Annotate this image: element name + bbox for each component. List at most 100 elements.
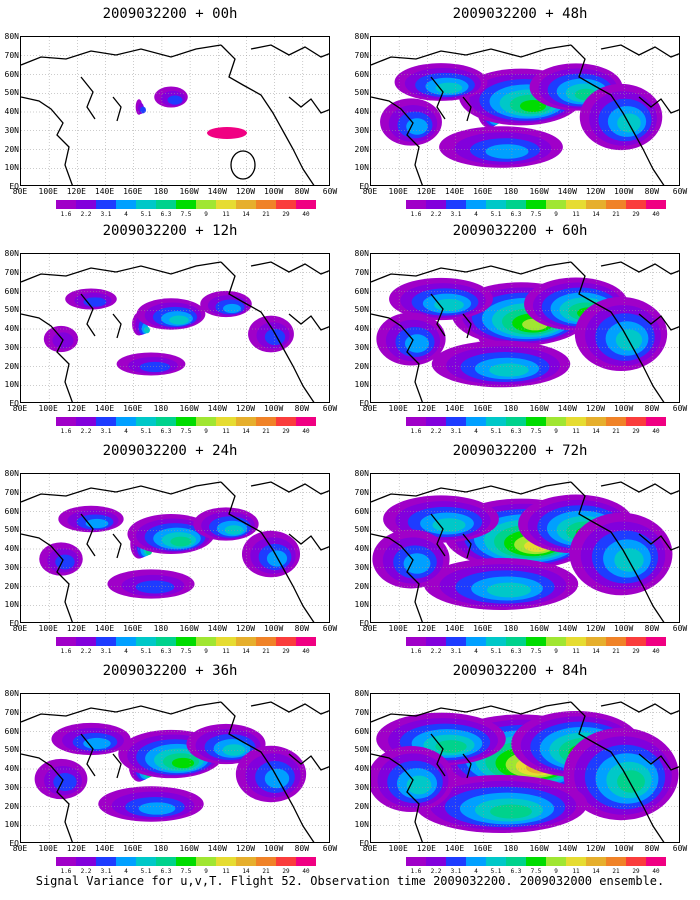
longitude-label: 80E [12,404,28,413]
colorbar-label: 14 [242,428,250,435]
longitude-label: 100W [613,844,634,853]
coastline [371,96,423,185]
longitude-label: 120E [66,404,86,413]
colorbar-label: 6.3 [160,428,172,435]
longitude-label: 160E [123,624,143,633]
colorbar-swatch [426,857,446,866]
colorbar-label: 40 [652,648,660,655]
longitude-label: 100W [613,404,634,413]
colorbar-label: 1.6 [410,428,422,435]
colorbar-label: 9 [554,428,558,435]
colorbar-label: 21 [612,428,620,435]
longitude-label: 160E [473,404,493,413]
latitude-label: 10N [354,600,369,610]
panel-title: 2009032200 + 60h [452,223,588,239]
latitude-label: 60N [4,286,19,296]
latitude-label: 50N [4,305,19,315]
colorbar-label: 14 [242,211,250,218]
coastline [21,533,73,622]
coastline [570,261,665,402]
colorbar-swatch [156,200,176,209]
colorbar-label: 9 [554,211,558,218]
latitude-label: 60N [354,726,369,736]
latitude-label: 30N [354,342,369,352]
colorbar [406,200,666,209]
coastline [371,481,572,503]
panel-title: 2009032200 + 12h [102,223,238,239]
longitude-label: 80W [294,187,310,196]
longitude-label: 80W [294,624,310,633]
longitude-label: 160E [123,187,143,196]
colorbar-swatch [76,417,96,426]
panel-title: 2009032200 + 00h [102,6,238,22]
longitude-label: 180 [153,844,169,853]
longitude-label: 160E [473,844,493,853]
latitude-label: 40N [354,107,369,116]
longitude-label: 160W [529,404,549,413]
colorbar-label: 1.6 [410,648,422,655]
longitude-label: 100E [38,844,58,853]
colorbar-label: 5.1 [490,648,502,655]
longitude-label: 160W [529,187,549,196]
colorbar-swatch [216,637,236,646]
variance-contour [404,334,430,353]
longitude-label: 140W [557,624,577,633]
colorbar-label: 14 [242,868,250,875]
latitude-label: 30N [4,782,19,792]
coastline [371,533,423,622]
longitude-label: 160W [529,624,549,633]
colorbar [406,417,666,426]
colorbar-swatch [466,857,486,866]
variance-map [370,253,680,403]
colorbar-swatch [446,857,466,866]
coastline [430,733,446,777]
colorbar-label: 1.6 [60,211,72,218]
colorbar-label: 2.2 [430,428,442,435]
colorbar-label: 2.2 [80,868,92,875]
colorbar-swatch [646,857,666,866]
colorbar-label: 4 [124,211,128,218]
latitude-label: EQ [9,182,19,191]
panel-title: 2009032200 + 72h [452,443,588,459]
coastline [371,44,572,66]
colorbar-label: 4 [124,868,128,875]
variance-contour [435,740,467,753]
longitude-label: 160W [179,624,199,633]
coastline [430,293,446,337]
colorbar-swatch [546,200,566,209]
colorbar-label: 6.3 [510,868,522,875]
longitude-label: 60W [322,404,338,413]
colorbar-swatch [486,200,506,209]
colorbar-swatch [506,417,526,426]
longitude-label: 140E [444,844,465,853]
colorbar [56,857,316,866]
latitude-label: 80N [4,689,19,698]
longitude-label: 80W [644,624,660,633]
colorbar-swatch [196,637,216,646]
longitude-label: 140E [94,844,115,853]
colorbar-swatch [486,857,506,866]
longitude-label: 140W [207,187,227,196]
colorbar-label: 9 [554,648,558,655]
colorbar-label: 3.1 [100,428,112,435]
colorbar [56,200,316,209]
latitude-label: 50N [4,88,19,98]
longitude-label: 120W [585,844,606,853]
longitude-label: 100W [263,404,284,413]
latitude-label: EQ [359,182,369,191]
colorbar-label: 6.3 [510,211,522,218]
latitude-label: EQ [9,839,19,848]
colorbar-label: 29 [282,648,290,655]
variance-contour [140,106,146,114]
colorbar-label: 40 [302,648,310,655]
coastline [250,481,329,495]
variance-contour [139,361,171,373]
panel-title: 2009032200 + 24h [102,443,238,459]
latitude-label: 20N [354,144,369,154]
coastline [112,753,122,779]
colorbar-swatch [236,417,256,426]
longitude-label: 120W [235,844,256,853]
coastline [80,513,96,557]
variance-contour [486,582,532,598]
colorbar-label: 6.3 [510,648,522,655]
